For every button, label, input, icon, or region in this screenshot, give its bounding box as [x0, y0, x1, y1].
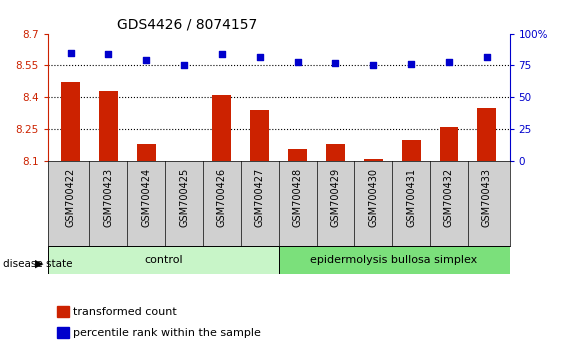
Bar — [57, 327, 69, 338]
Bar — [401, 140, 421, 161]
Text: transformed count: transformed count — [73, 307, 177, 317]
Bar — [288, 149, 307, 161]
Point — [255, 54, 264, 59]
Text: GSM700427: GSM700427 — [255, 168, 265, 227]
Bar — [251, 110, 269, 161]
Bar — [57, 306, 69, 317]
Text: epidermolysis bullosa simplex: epidermolysis bullosa simplex — [310, 255, 478, 265]
Point — [482, 54, 491, 59]
Point — [180, 63, 189, 68]
Text: GSM700423: GSM700423 — [104, 168, 113, 227]
Text: GSM700431: GSM700431 — [406, 168, 416, 227]
Point — [217, 51, 226, 57]
Bar — [212, 95, 231, 161]
Text: GDS4426 / 8074157: GDS4426 / 8074157 — [117, 17, 257, 31]
Point — [406, 61, 415, 67]
Text: GSM700432: GSM700432 — [444, 168, 454, 227]
Bar — [61, 82, 80, 161]
Bar — [99, 91, 118, 161]
Text: GSM700425: GSM700425 — [179, 168, 189, 227]
Point — [444, 59, 453, 64]
Bar — [326, 144, 345, 161]
FancyBboxPatch shape — [48, 246, 279, 274]
Bar — [440, 127, 458, 161]
FancyBboxPatch shape — [279, 246, 510, 274]
Text: GSM700428: GSM700428 — [293, 168, 302, 227]
Text: GSM700433: GSM700433 — [482, 168, 492, 227]
Text: GSM700426: GSM700426 — [217, 168, 227, 227]
Point — [369, 63, 378, 68]
Text: ▶: ▶ — [35, 259, 44, 269]
Text: percentile rank within the sample: percentile rank within the sample — [73, 327, 261, 338]
Text: GSM700430: GSM700430 — [368, 168, 378, 227]
Bar — [137, 144, 156, 161]
Text: GSM700429: GSM700429 — [330, 168, 341, 227]
Point — [66, 50, 75, 56]
Point — [142, 58, 151, 63]
Point — [104, 51, 113, 57]
Text: disease state: disease state — [3, 259, 72, 269]
Bar — [364, 159, 383, 161]
Bar — [477, 108, 496, 161]
Point — [331, 60, 340, 66]
Text: GSM700424: GSM700424 — [141, 168, 151, 227]
Text: control: control — [144, 255, 182, 265]
Point — [293, 59, 302, 64]
Text: GSM700422: GSM700422 — [65, 168, 75, 227]
